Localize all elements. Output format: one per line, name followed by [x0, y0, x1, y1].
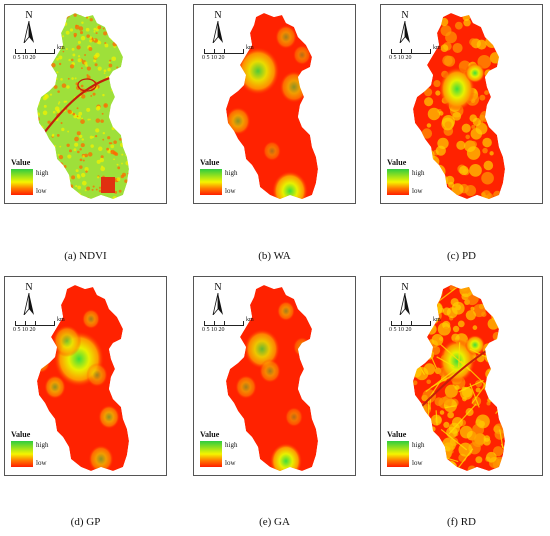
legend: Value high low	[387, 158, 425, 195]
legend: Value high low	[200, 158, 238, 195]
map-gp	[37, 285, 129, 471]
map-ga	[226, 285, 318, 471]
legend: Value high low	[11, 158, 49, 195]
map-rd	[413, 285, 505, 471]
north-arrow-icon: N	[395, 283, 415, 318]
caption-ga: (e) GA	[259, 516, 290, 528]
caption-pd: (c) PD	[446, 250, 477, 262]
north-arrow-icon: N	[19, 283, 39, 318]
legend: Value high low	[200, 430, 238, 467]
map-panel-wa: N km 0 5 10 20 Value high low	[193, 4, 356, 204]
scale-bar: km 0 5 10 20	[202, 45, 254, 61]
scale-bar: km 0 5 10 20	[389, 45, 441, 61]
caption-gp: (d) GP	[70, 516, 101, 528]
north-arrow-icon: N	[395, 11, 415, 46]
color-ramp	[11, 441, 33, 467]
north-arrow-icon: N	[208, 283, 228, 318]
legend: Value high low	[11, 430, 49, 467]
color-ramp	[387, 169, 409, 195]
scale-bar: km 0 5 10 20	[202, 317, 254, 333]
scale-bar: km 0 5 10 20	[389, 317, 441, 333]
map-panel-ndvi: N km 0 5 10 20 Value high low	[4, 4, 167, 204]
map-panel-rd: N km 0 5 10 20 Value high low	[380, 276, 543, 476]
color-ramp	[200, 441, 222, 467]
map-panel-ga: N km 0 5 10 20 Value high low	[193, 276, 356, 476]
color-ramp	[387, 441, 409, 467]
caption-wa: (b) WA	[258, 250, 291, 262]
north-arrow-icon: N	[208, 11, 228, 46]
scale-bar: km 0 5 10 20	[13, 317, 65, 333]
caption-rd: (f) RD	[446, 516, 477, 528]
map-ndvi	[37, 13, 129, 199]
map-panel-pd: N km 0 5 10 20 Value high low	[380, 4, 543, 204]
map-pd	[413, 13, 505, 199]
map-panel-gp: N km 0 5 10 20 Value high low	[4, 276, 167, 476]
north-arrow-icon: N	[19, 11, 39, 46]
scale-bar: km 0 5 10 20	[13, 45, 65, 61]
caption-ndvi: (a) NDVI	[64, 250, 107, 262]
color-ramp	[11, 169, 33, 195]
map-wa	[226, 13, 318, 199]
color-ramp	[200, 169, 222, 195]
legend: Value high low	[387, 430, 425, 467]
